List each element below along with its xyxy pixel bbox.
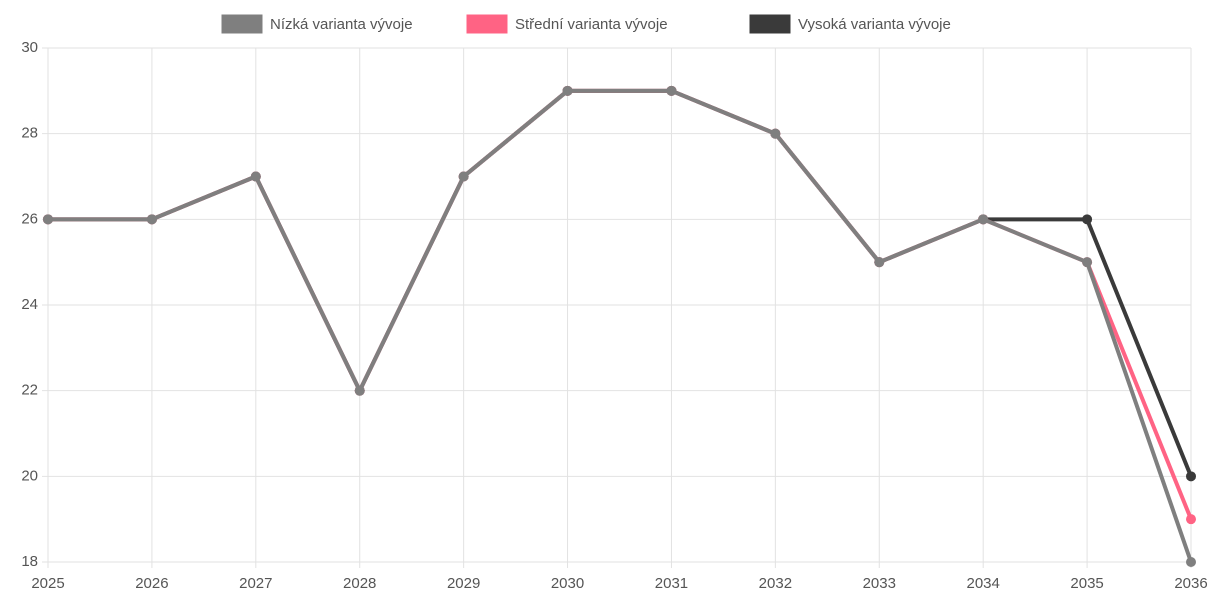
x-tick-label: 2031: [655, 575, 688, 592]
data-point: [43, 214, 53, 225]
x-tick-label: 2026: [135, 575, 168, 592]
data-point: [1186, 514, 1196, 525]
data-point: [874, 257, 885, 268]
legend-label: Vysoká varianta vývoje: [798, 16, 951, 33]
x-tick-label: 2029: [447, 575, 480, 592]
legend-swatch: [221, 14, 263, 34]
x-tick-label: 2028: [343, 575, 376, 592]
legend-label: Střední varianta vývoje: [515, 16, 668, 33]
data-point: [146, 214, 157, 225]
data-point: [666, 85, 677, 96]
data-point: [770, 128, 781, 139]
x-tick-label: 2027: [239, 575, 272, 592]
y-tick-label: 24: [21, 296, 38, 313]
data-point: [1082, 214, 1093, 225]
x-tick-label: 2035: [1070, 575, 1103, 592]
x-tick-label: 2032: [759, 575, 792, 592]
x-tick-label: 2034: [966, 575, 999, 592]
data-point: [1082, 257, 1093, 268]
series-line: [48, 88, 1193, 563]
y-tick-label: 20: [21, 467, 38, 484]
y-tick-label: 30: [21, 39, 38, 56]
y-tick-label: 28: [21, 125, 38, 142]
x-tick-label: 2030: [551, 575, 584, 592]
series-line: [48, 88, 1193, 478]
legend-swatch: [749, 14, 791, 34]
data-point: [354, 385, 365, 396]
data-point: [250, 171, 261, 182]
x-tick-label: 2036: [1174, 575, 1207, 592]
data-point: [458, 171, 469, 182]
data-point: [1186, 471, 1196, 482]
data-point: [978, 214, 989, 225]
y-tick-label: 26: [21, 210, 38, 227]
y-tick-label: 22: [21, 382, 38, 399]
x-tick-label: 2033: [863, 575, 896, 592]
y-tick-label: 18: [21, 553, 38, 570]
data-point: [1186, 557, 1196, 567]
x-tick-label: 2025: [31, 575, 64, 592]
legend-label: Nízká varianta vývoje: [270, 16, 413, 33]
data-point: [562, 85, 573, 96]
legend-swatch: [466, 14, 508, 34]
